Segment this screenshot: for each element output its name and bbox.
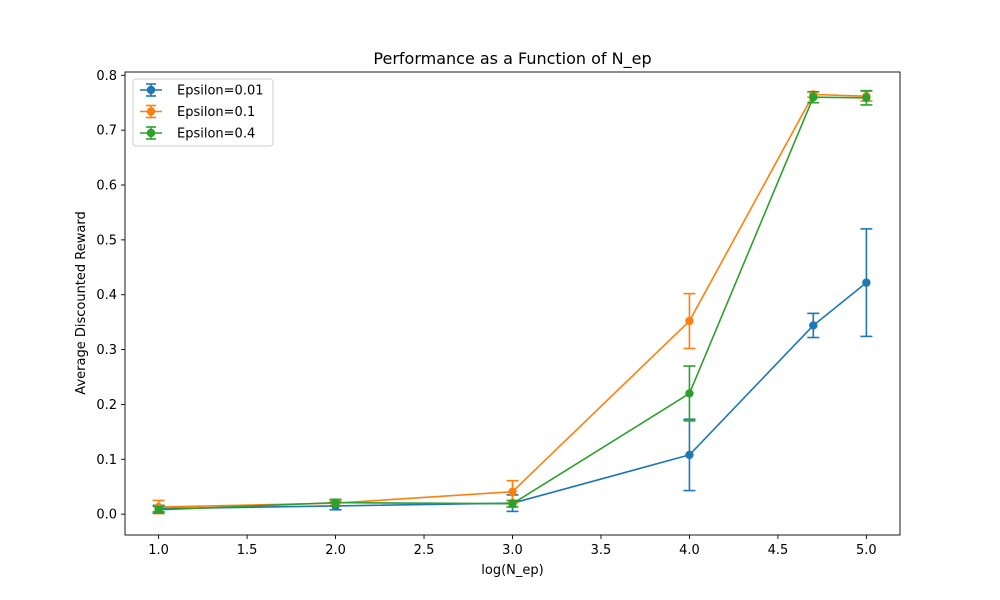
- data-point: [331, 498, 340, 507]
- y-axis-label: Average Discounted Reward: [74, 211, 89, 394]
- data-point: [862, 278, 871, 287]
- legend-box: [132, 78, 274, 147]
- legend-entry: Epsilon=0.1: [140, 104, 255, 120]
- x-tick-label: 1.5: [237, 543, 258, 558]
- plot-area: 1.0 1.5 2.0 2.5 3.0 3.5 4.0 4.5 5.0 0.0 0.1 0.2 0.3 0…: [96, 69, 901, 558]
- x-tick-label: 2.5: [414, 543, 435, 558]
- y-tick-label: 0.1: [96, 453, 117, 468]
- y-tick-label: 0.3: [96, 343, 117, 358]
- legend-label: Epsilon=0.4: [177, 127, 255, 142]
- x-tick-label: 3.0: [502, 543, 523, 558]
- x-tick-label: 5.0: [856, 543, 877, 558]
- y-tick-label: 0.0: [96, 508, 117, 523]
- legend-entry: Epsilon=0.01: [140, 83, 264, 99]
- data-point: [862, 93, 871, 102]
- data-point: [809, 321, 818, 330]
- x-axis-label: log(N_ep): [481, 563, 543, 578]
- x-tick-label: 2.0: [325, 543, 346, 558]
- data-point: [685, 389, 694, 398]
- legend-label: Epsilon=0.1: [177, 105, 255, 120]
- y-tick-label: 0.4: [96, 288, 117, 303]
- data-point: [508, 499, 517, 508]
- y-tick-label: 0.7: [96, 124, 117, 139]
- y-tick-label: 0.6: [96, 179, 117, 194]
- chart-title: Performance as a Function of N_ep: [373, 49, 651, 69]
- legend-marker: [146, 85, 156, 95]
- series-3: [152, 89, 873, 514]
- data-point: [508, 487, 517, 496]
- axes-frame: [124, 71, 901, 536]
- x-tick-label: 4.0: [679, 543, 700, 558]
- series-line: [158, 282, 867, 510]
- data-point: [685, 450, 694, 460]
- legend-marker: [146, 128, 156, 138]
- legend-entry: Epsilon=0.4: [140, 126, 255, 142]
- x-tick-label: 3.5: [591, 543, 612, 558]
- y-tick-label: 0.8: [96, 69, 117, 84]
- series-line: [158, 96, 867, 511]
- legend: Epsilon=0.01 Epsilon=0.1 Epsilon=0.4: [132, 78, 274, 147]
- legend-label: Epsilon=0.01: [177, 84, 264, 99]
- data-point: [809, 93, 818, 102]
- x-tick-label: 4.5: [768, 543, 789, 558]
- x-tick-label: 1.0: [148, 543, 169, 558]
- data-point: [154, 505, 163, 514]
- y-tick-label: 0.2: [96, 398, 117, 413]
- y-tick-label: 0.5: [96, 233, 117, 248]
- data-point: [685, 316, 694, 326]
- legend-marker: [146, 107, 156, 116]
